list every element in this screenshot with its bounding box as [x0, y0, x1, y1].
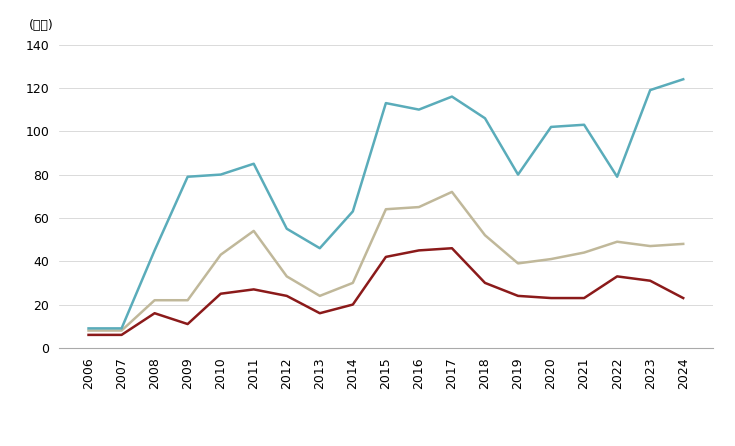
25%	[580, 295, 589, 301]
25%	[117, 332, 126, 338]
75%	[282, 226, 291, 231]
25%	[282, 293, 291, 298]
75%	[84, 326, 93, 331]
75%	[415, 107, 423, 112]
75%	[580, 122, 589, 128]
50%	[216, 252, 225, 257]
25%	[315, 310, 324, 316]
Line: 25%: 25%	[88, 248, 684, 335]
50%	[580, 250, 589, 255]
50%	[381, 206, 390, 212]
75%	[646, 87, 655, 93]
75%	[514, 172, 523, 177]
25%	[481, 280, 490, 285]
25%	[348, 302, 357, 307]
75%	[381, 100, 390, 106]
75%	[183, 174, 192, 179]
25%	[547, 295, 556, 301]
25%	[613, 274, 622, 279]
50%	[415, 204, 423, 210]
50%	[448, 189, 456, 194]
Line: 50%: 50%	[88, 192, 684, 330]
50%	[646, 244, 655, 249]
25%	[183, 322, 192, 327]
50%	[117, 328, 126, 333]
50%	[183, 297, 192, 303]
Text: (亿元): (亿元)	[29, 20, 54, 33]
75%	[150, 248, 159, 253]
75%	[679, 77, 688, 82]
50%	[613, 239, 622, 244]
50%	[282, 274, 291, 279]
50%	[514, 261, 523, 266]
25%	[84, 332, 93, 338]
75%	[348, 209, 357, 214]
50%	[547, 256, 556, 262]
25%	[448, 246, 456, 251]
50%	[481, 232, 490, 238]
75%	[448, 94, 456, 99]
75%	[481, 116, 490, 121]
50%	[249, 228, 258, 234]
25%	[381, 254, 390, 260]
75%	[613, 174, 622, 179]
25%	[249, 287, 258, 292]
25%	[679, 295, 688, 301]
Line: 75%: 75%	[88, 79, 684, 328]
50%	[84, 328, 93, 333]
25%	[216, 291, 225, 297]
25%	[646, 278, 655, 283]
50%	[679, 241, 688, 247]
50%	[348, 280, 357, 285]
50%	[315, 293, 324, 298]
75%	[547, 124, 556, 130]
75%	[216, 172, 225, 177]
25%	[150, 310, 159, 316]
25%	[415, 248, 423, 253]
25%	[514, 293, 523, 298]
75%	[249, 161, 258, 166]
75%	[315, 246, 324, 251]
50%	[150, 297, 159, 303]
75%	[117, 326, 126, 331]
